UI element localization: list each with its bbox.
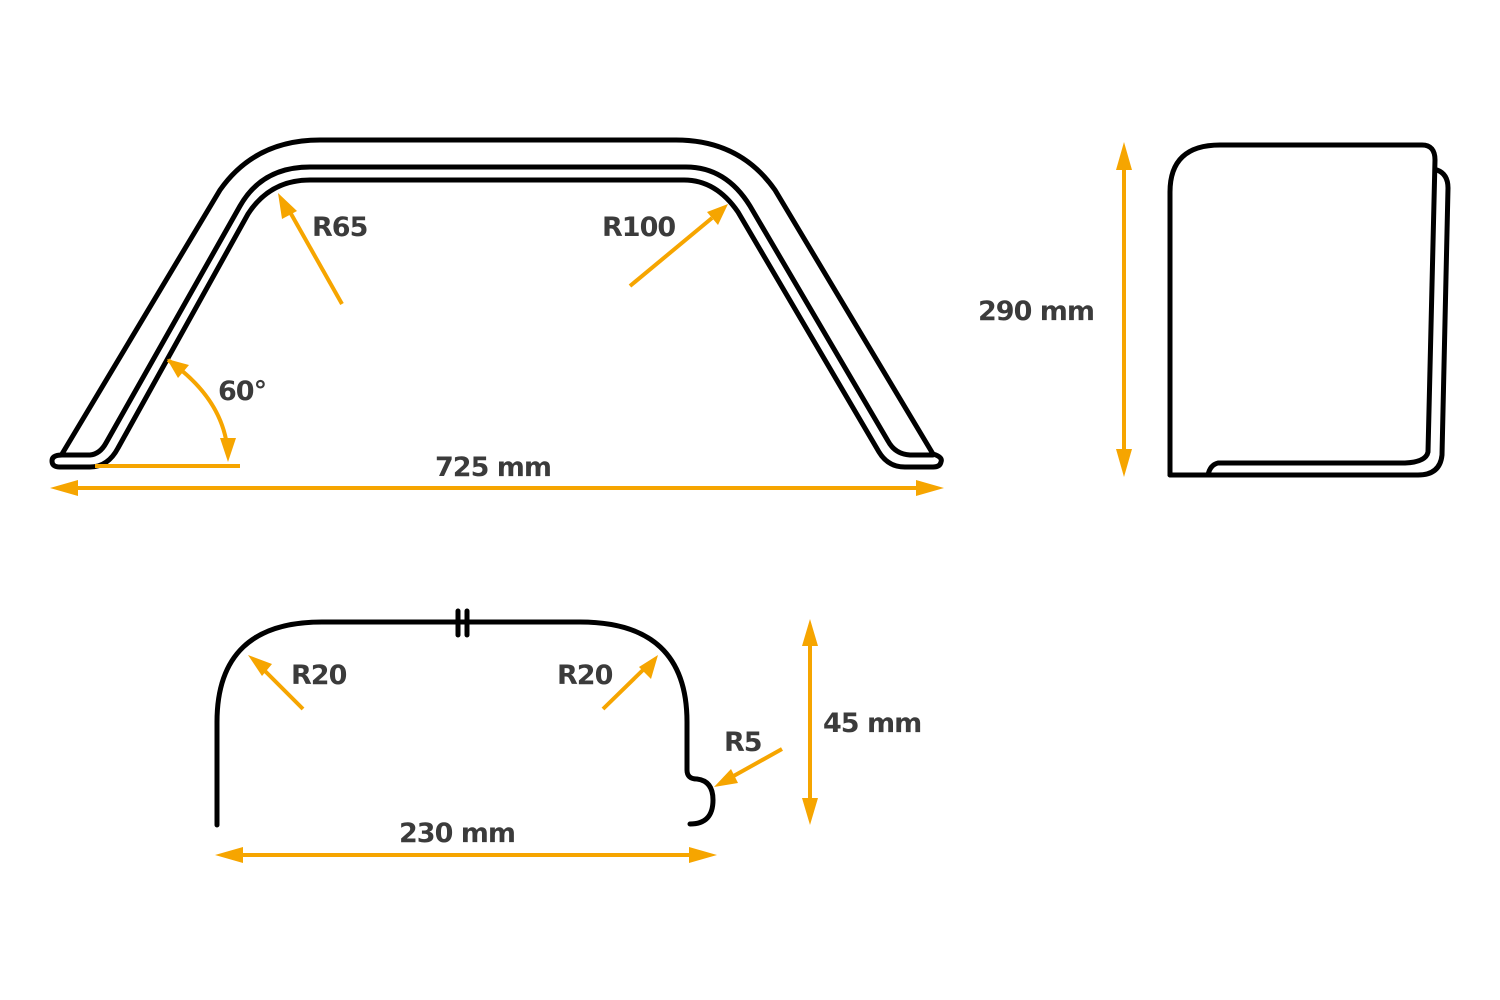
r65-leader bbox=[288, 211, 344, 305]
radius-right-label: R20 bbox=[557, 660, 613, 691]
side-view: 290 mm bbox=[978, 142, 1451, 478]
arrowhead-right bbox=[689, 847, 717, 863]
r100-arrowhead bbox=[707, 204, 728, 225]
r5-leader bbox=[729, 747, 783, 780]
side-panel-front bbox=[1167, 142, 1438, 478]
arrowhead-up bbox=[802, 619, 818, 646]
radius-left-label: R65 bbox=[312, 212, 367, 243]
r65-arrowhead bbox=[278, 193, 297, 219]
profile-view: R20 R20 R5 45 mm 230 mm bbox=[214, 608, 922, 863]
side-panel-back bbox=[1167, 167, 1451, 478]
front-view: 60° R65 R100 725 mm bbox=[49, 137, 944, 496]
arrowhead-left bbox=[50, 480, 78, 496]
height-label: 45 mm bbox=[823, 708, 921, 739]
arrowhead-down bbox=[1116, 449, 1132, 477]
angle-arrowhead bbox=[167, 359, 189, 378]
arrowhead-right bbox=[916, 480, 944, 496]
profile-outline bbox=[214, 619, 716, 828]
arrowhead-down bbox=[802, 798, 818, 825]
arrowhead-up bbox=[1116, 142, 1132, 170]
angle-label: 60° bbox=[218, 376, 266, 407]
angle-arrowhead bbox=[220, 438, 236, 462]
radius-edge-label: R5 bbox=[724, 727, 762, 758]
r20-left-arrowhead bbox=[248, 655, 272, 676]
r20-right-leader bbox=[601, 666, 647, 711]
r5-arrowhead bbox=[714, 769, 738, 787]
width-label: 230 mm bbox=[399, 818, 515, 849]
arrowhead-left bbox=[215, 847, 243, 863]
radius-left-label: R20 bbox=[291, 660, 347, 691]
radius-right-label: R100 bbox=[602, 212, 675, 243]
r100-leader bbox=[628, 216, 714, 288]
r20-right-arrowhead bbox=[639, 655, 658, 679]
width-label: 725 mm bbox=[435, 452, 551, 483]
height-label: 290 mm bbox=[978, 296, 1094, 327]
r20-left-leader bbox=[260, 666, 305, 711]
fender-outer-edge bbox=[49, 137, 944, 470]
